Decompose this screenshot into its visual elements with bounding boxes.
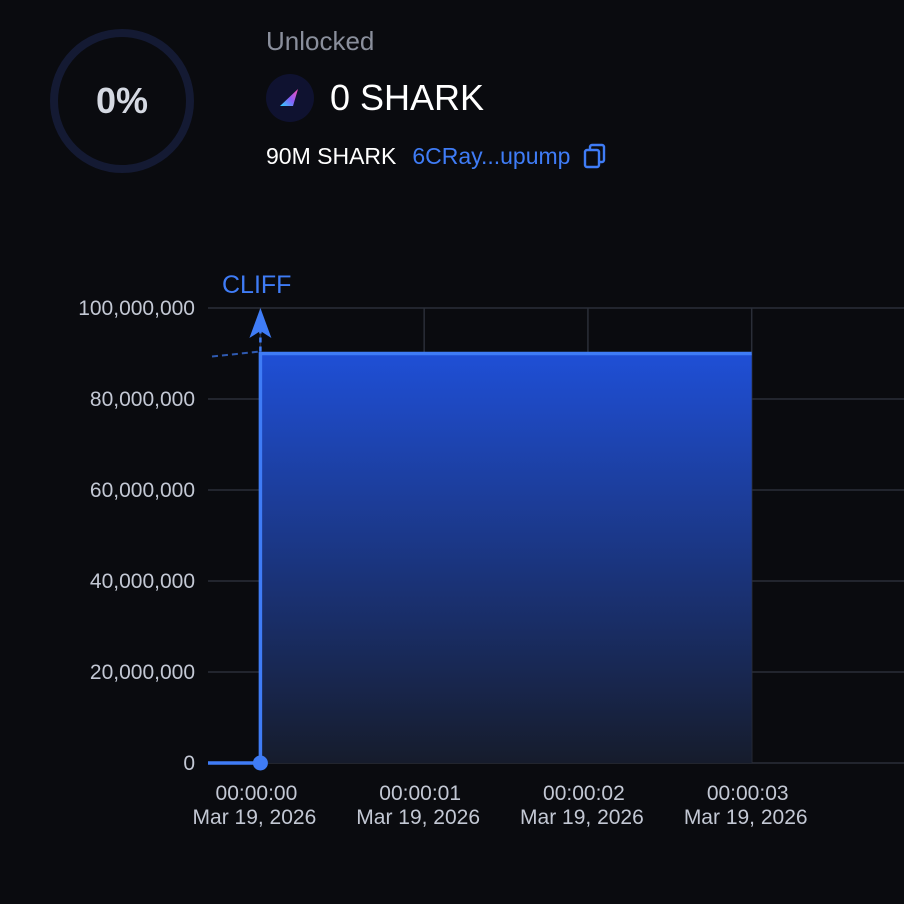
unlock-area-fill bbox=[260, 353, 752, 763]
copy-icon[interactable] bbox=[582, 143, 608, 169]
x-tick-date: Mar 19, 2026 bbox=[193, 806, 317, 829]
shark-fin-icon bbox=[280, 89, 298, 106]
y-tick-label: 100,000,000 bbox=[78, 297, 195, 320]
y-tick-label: 40,000,000 bbox=[90, 570, 195, 593]
x-tick-time: 00:00:01 bbox=[379, 782, 461, 805]
y-tick-label: 80,000,000 bbox=[90, 388, 195, 411]
unlocked-amount-row: 0 SHARK bbox=[266, 72, 484, 124]
status-label: Unlocked bbox=[266, 26, 375, 56]
x-tick-date: Mar 19, 2026 bbox=[684, 806, 808, 829]
unlock-percent: 0% bbox=[95, 80, 149, 121]
x-tick-time: 00:00:03 bbox=[707, 782, 789, 805]
chart-area-series bbox=[260, 353, 752, 763]
unlocked-amount: 0 SHARK bbox=[330, 77, 485, 118]
y-tick-label: 20,000,000 bbox=[90, 661, 195, 684]
chart-marks: CLIFF bbox=[208, 271, 752, 771]
unlock-series-line bbox=[208, 351, 752, 765]
y-tick-label: 60,000,000 bbox=[90, 479, 195, 502]
cliff-arrow-icon bbox=[249, 308, 272, 338]
unlock-progress-ring: 0% bbox=[49, 28, 195, 174]
x-tick-time: 00:00:00 bbox=[216, 782, 298, 805]
start-point bbox=[252, 755, 268, 771]
pre-cliff-dashed-line bbox=[211, 350, 261, 358]
shark-fin-logo bbox=[266, 74, 314, 122]
cliff-label: CLIFF bbox=[222, 271, 291, 299]
progress-ring-graphic bbox=[50, 29, 194, 173]
y-tick-label: 0 bbox=[183, 752, 195, 775]
meta-row: 90M SHARK 6CRay...upump bbox=[266, 140, 608, 172]
x-tick-time: 00:00:02 bbox=[543, 782, 625, 805]
token-address-link[interactable]: 6CRay...upump bbox=[412, 142, 571, 169]
x-tick-date: Mar 19, 2026 bbox=[520, 806, 644, 829]
total-amount: 90M SHARK bbox=[266, 142, 397, 169]
x-tick-date: Mar 19, 2026 bbox=[356, 806, 480, 829]
chart-axes: 0 20,000,000 40,000,000 60,000,000 80,000,00… bbox=[78, 297, 807, 829]
